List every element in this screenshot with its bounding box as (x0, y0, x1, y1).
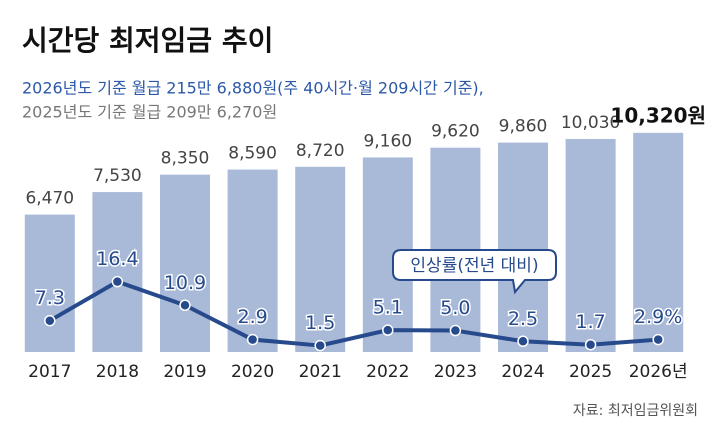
bar-value-label: 10,320원 (610, 103, 706, 127)
bar-value-label: 10,030 (561, 113, 620, 133)
bar (160, 174, 210, 352)
line-point (584, 338, 597, 351)
line-value-label: 10.9 (164, 272, 206, 294)
bar (498, 142, 548, 352)
x-tick-label: 2017 (28, 362, 71, 382)
x-tick-label: 2026년 (629, 362, 688, 382)
subtitle: 2025년도 기준 월급 209만 6,270원 (22, 103, 277, 122)
line-value-label: 2.9 (237, 306, 267, 328)
bar-value-label: 8,590 (228, 144, 277, 164)
line (48, 279, 659, 348)
line-point (111, 275, 124, 288)
line-value-label: 16.4 (96, 248, 138, 270)
bar (565, 138, 616, 352)
line-point (314, 339, 326, 352)
bar-value-label: 9,860 (499, 117, 548, 137)
line-value-label: 1.5 (305, 312, 335, 334)
bar-value-label: 9,160 (363, 131, 412, 151)
line-point (44, 314, 56, 327)
bar (227, 169, 278, 352)
line-point (246, 333, 259, 346)
line-value-label: 1.7 (575, 311, 605, 333)
x-tick-label: 2021 (299, 362, 342, 382)
line-point (382, 324, 394, 336)
x-tick-label: 2020 (231, 362, 274, 382)
x-tick-label: 2023 (434, 362, 477, 382)
bar-value-label: 6,470 (25, 189, 74, 209)
bar-value-label: 8,720 (296, 141, 345, 161)
line-value-label: 7.3 (35, 287, 65, 309)
bar (295, 166, 346, 352)
line-value-label: 2.9% (634, 306, 682, 328)
line-point (517, 335, 529, 348)
line-point (652, 333, 664, 346)
subtitle: 2026년도 기준 월급 215만 6,880원(주 40시간·월 209시간 … (22, 79, 484, 98)
legend-label: 인상률(전년 대비) (410, 256, 538, 276)
line-point (449, 324, 462, 337)
line-value-label: 2.5 (508, 308, 538, 330)
bar (92, 192, 143, 352)
source: 자료: 최저임금위원회 (573, 403, 698, 419)
x-tick-label: 2022 (366, 362, 409, 382)
bar (24, 214, 75, 352)
line-point (179, 299, 191, 312)
bar (633, 132, 684, 352)
line-value-label: 5.0 (440, 297, 470, 319)
bar-value-label: 9,620 (431, 122, 480, 142)
x-tick-label: 2025 (569, 362, 612, 382)
chart-title: 시간당 최저임금 추이 (22, 24, 273, 57)
line-value-label: 5.1 (373, 297, 403, 319)
x-tick-label: 2019 (163, 362, 206, 382)
x-tick-label: 2018 (96, 362, 139, 382)
bar-value-label: 7,530 (93, 166, 142, 186)
x-tick-label: 2024 (501, 362, 544, 382)
callout-box (392, 249, 557, 295)
bar-value-label: 8,350 (161, 149, 210, 169)
